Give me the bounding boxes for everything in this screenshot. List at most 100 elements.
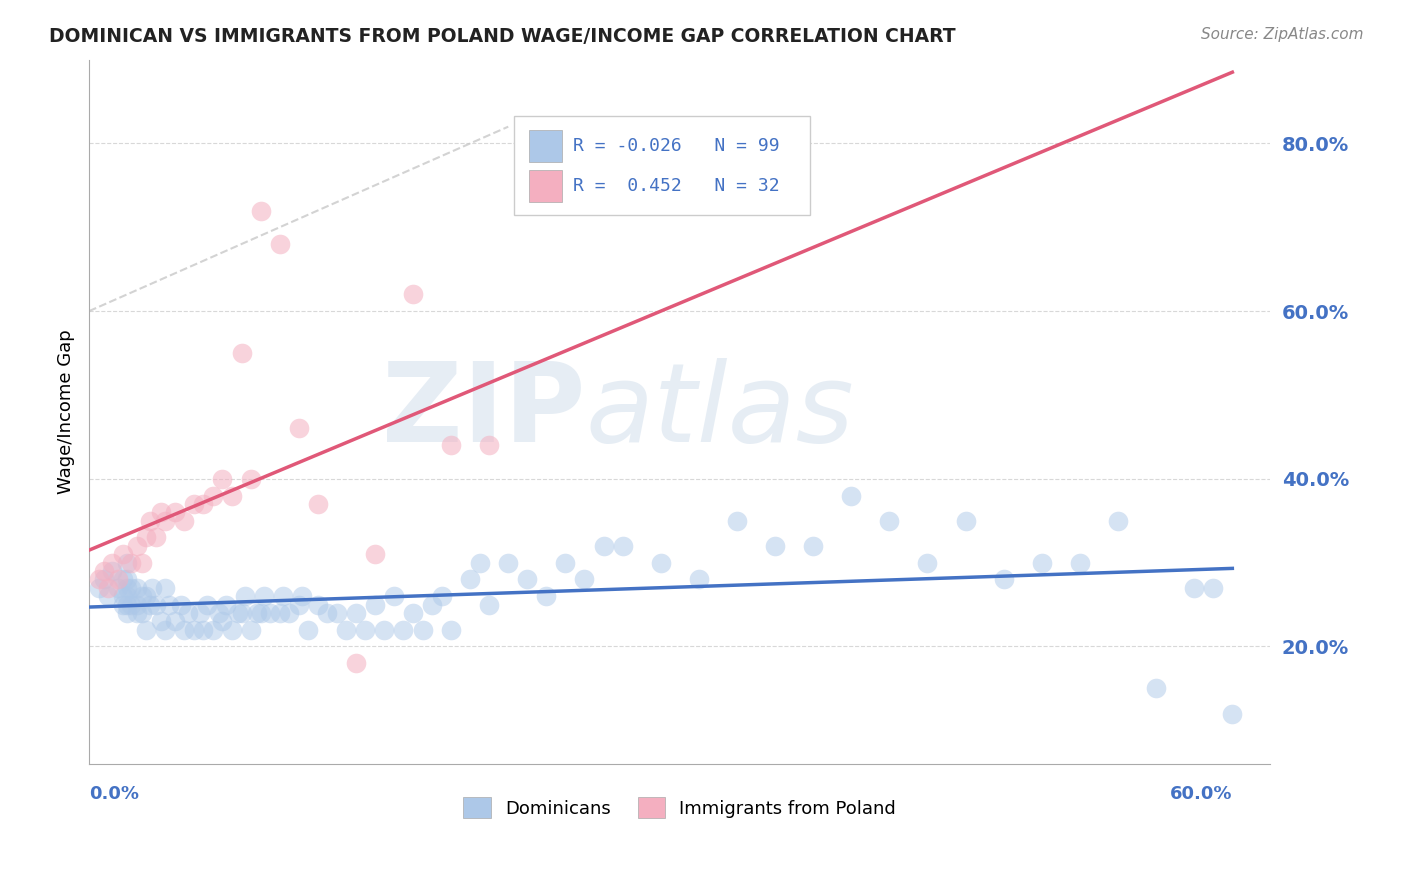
Point: [468, 556, 491, 570]
Point: [112, 589, 135, 603]
Point: [141, 581, 163, 595]
Point: [430, 589, 453, 603]
Point: [211, 472, 233, 486]
Point: [115, 573, 138, 587]
Point: [291, 589, 314, 603]
Point: [101, 556, 124, 570]
Point: [193, 623, 215, 637]
Point: [201, 489, 224, 503]
Point: [1220, 706, 1243, 721]
Point: [382, 589, 405, 603]
Point: [145, 598, 167, 612]
Point: [1069, 556, 1091, 570]
Point: [155, 514, 177, 528]
Point: [115, 589, 138, 603]
Point: [183, 623, 205, 637]
Point: [373, 623, 395, 637]
Point: [173, 623, 195, 637]
Point: [195, 598, 218, 612]
Point: [839, 489, 862, 503]
Point: [131, 606, 153, 620]
Point: [326, 606, 349, 620]
Point: [131, 556, 153, 570]
Point: [125, 606, 148, 620]
Point: [211, 615, 233, 629]
Point: [169, 598, 191, 612]
Point: [354, 623, 377, 637]
Point: [287, 598, 309, 612]
Point: [297, 623, 319, 637]
Point: [112, 573, 135, 587]
Point: [879, 514, 901, 528]
Point: [208, 606, 231, 620]
Y-axis label: Wage/Income Gap: Wage/Income Gap: [58, 329, 75, 494]
Text: atlas: atlas: [585, 359, 853, 466]
Point: [917, 556, 939, 570]
Point: [139, 598, 162, 612]
Point: [125, 581, 148, 595]
Point: [125, 539, 148, 553]
Point: [125, 598, 148, 612]
Point: [221, 489, 243, 503]
Point: [240, 623, 263, 637]
Point: [155, 623, 177, 637]
Point: [155, 581, 177, 595]
Point: [112, 547, 135, 561]
Point: [993, 573, 1015, 587]
Point: [215, 598, 238, 612]
Point: [177, 606, 200, 620]
Point: [87, 581, 110, 595]
Text: Source: ZipAtlas.com: Source: ZipAtlas.com: [1201, 27, 1364, 42]
Point: [763, 539, 786, 553]
Point: [240, 472, 263, 486]
Point: [1031, 556, 1053, 570]
Point: [498, 556, 520, 570]
Point: [231, 346, 253, 360]
Point: [226, 606, 249, 620]
Point: [273, 589, 295, 603]
Point: [107, 573, 129, 587]
Point: [120, 598, 142, 612]
Point: [478, 598, 501, 612]
Point: [316, 606, 339, 620]
Point: [478, 438, 501, 452]
Text: R = -0.026   N = 99: R = -0.026 N = 99: [574, 136, 780, 154]
Point: [221, 623, 243, 637]
Point: [801, 539, 824, 553]
Point: [249, 606, 271, 620]
Point: [612, 539, 634, 553]
Point: [440, 623, 463, 637]
Point: [269, 237, 291, 252]
Point: [402, 606, 425, 620]
Point: [101, 564, 124, 578]
Point: [420, 598, 443, 612]
Text: 60.0%: 60.0%: [1170, 785, 1232, 803]
Point: [536, 589, 558, 603]
Point: [364, 598, 387, 612]
Text: 0.0%: 0.0%: [89, 785, 139, 803]
Point: [139, 514, 162, 528]
Point: [412, 623, 434, 637]
Point: [344, 606, 367, 620]
Point: [97, 589, 120, 603]
Point: [231, 606, 253, 620]
Point: [173, 514, 195, 528]
Text: R =  0.452   N = 32: R = 0.452 N = 32: [574, 177, 780, 194]
Point: [458, 573, 481, 587]
Point: [135, 623, 157, 637]
Point: [135, 589, 157, 603]
Point: [554, 556, 576, 570]
Point: [1202, 581, 1225, 595]
Point: [278, 606, 301, 620]
Point: [392, 623, 415, 637]
Point: [287, 421, 309, 435]
Point: [115, 556, 138, 570]
Point: [87, 573, 110, 587]
Point: [253, 589, 276, 603]
Point: [725, 514, 748, 528]
Point: [193, 497, 215, 511]
Point: [115, 581, 138, 595]
Point: [574, 573, 596, 587]
Point: [650, 556, 672, 570]
Point: [163, 615, 186, 629]
